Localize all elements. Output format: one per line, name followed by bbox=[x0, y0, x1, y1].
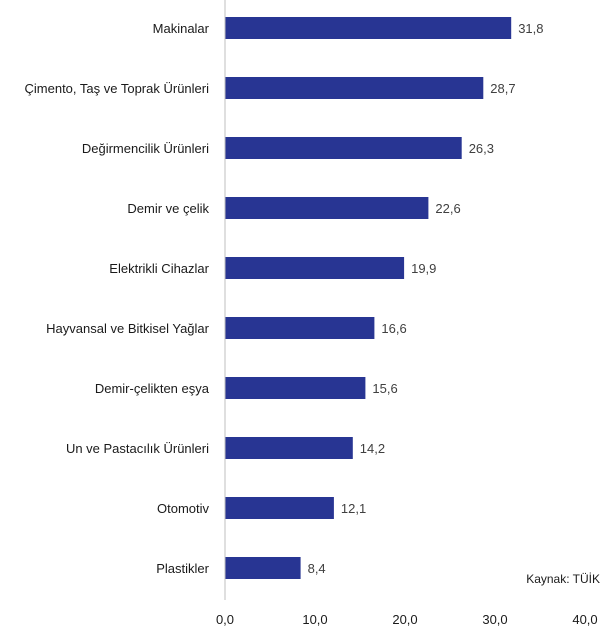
bar bbox=[225, 77, 484, 99]
bar bbox=[225, 497, 334, 519]
category-label: Un ve Pastacılık Ürünleri bbox=[66, 441, 209, 456]
bar bbox=[225, 317, 375, 339]
category-label: Otomotiv bbox=[157, 501, 210, 516]
category-label: Demir ve çelik bbox=[127, 201, 209, 216]
category-label: Makinalar bbox=[153, 21, 210, 36]
x-tick-label: 40,0 bbox=[572, 612, 597, 627]
source-note: Kaynak: TÜİK bbox=[526, 572, 600, 586]
category-label: Elektrikli Cihazlar bbox=[109, 261, 209, 276]
category-label: Hayvansal ve Bitkisel Yağlar bbox=[46, 321, 209, 336]
value-label: 15,6 bbox=[372, 381, 397, 396]
bar bbox=[225, 557, 301, 579]
bar bbox=[225, 377, 366, 399]
category-label: Demir-çelikten eşya bbox=[95, 381, 210, 396]
value-label: 8,4 bbox=[308, 561, 326, 576]
value-label: 16,6 bbox=[381, 321, 406, 336]
x-tick-label: 30,0 bbox=[482, 612, 507, 627]
value-label: 26,3 bbox=[469, 141, 494, 156]
value-label: 31,8 bbox=[518, 21, 543, 36]
x-tick-label: 10,0 bbox=[302, 612, 327, 627]
bar bbox=[225, 197, 429, 219]
value-label: 19,9 bbox=[411, 261, 436, 276]
value-label: 12,1 bbox=[341, 501, 366, 516]
category-labels: Makinalar Çimento, Taş ve Toprak Ürünleri… bbox=[25, 21, 210, 576]
value-label: 28,7 bbox=[490, 81, 515, 96]
category-label: Değirmencilik Ürünleri bbox=[82, 141, 209, 156]
value-labels: 31,8 28,7 26,3 22,6 19,9 16,6 15,6 14,2 12,1 8,4 bbox=[308, 21, 544, 576]
bar bbox=[225, 17, 512, 39]
category-label: Çimento, Taş ve Toprak Ürünleri bbox=[25, 81, 210, 96]
x-tick-label: 20,0 bbox=[392, 612, 417, 627]
bars-layer bbox=[225, 17, 512, 579]
category-label: Plastikler bbox=[156, 561, 209, 576]
x-axis-tick-labels: 0,0 10,0 20,0 30,0 40,0 bbox=[216, 612, 598, 627]
x-tick-label: 0,0 bbox=[216, 612, 234, 627]
bar bbox=[225, 137, 462, 159]
bar bbox=[225, 257, 405, 279]
bar bbox=[225, 437, 353, 459]
value-label: 14,2 bbox=[360, 441, 385, 456]
value-label: 22,6 bbox=[435, 201, 460, 216]
